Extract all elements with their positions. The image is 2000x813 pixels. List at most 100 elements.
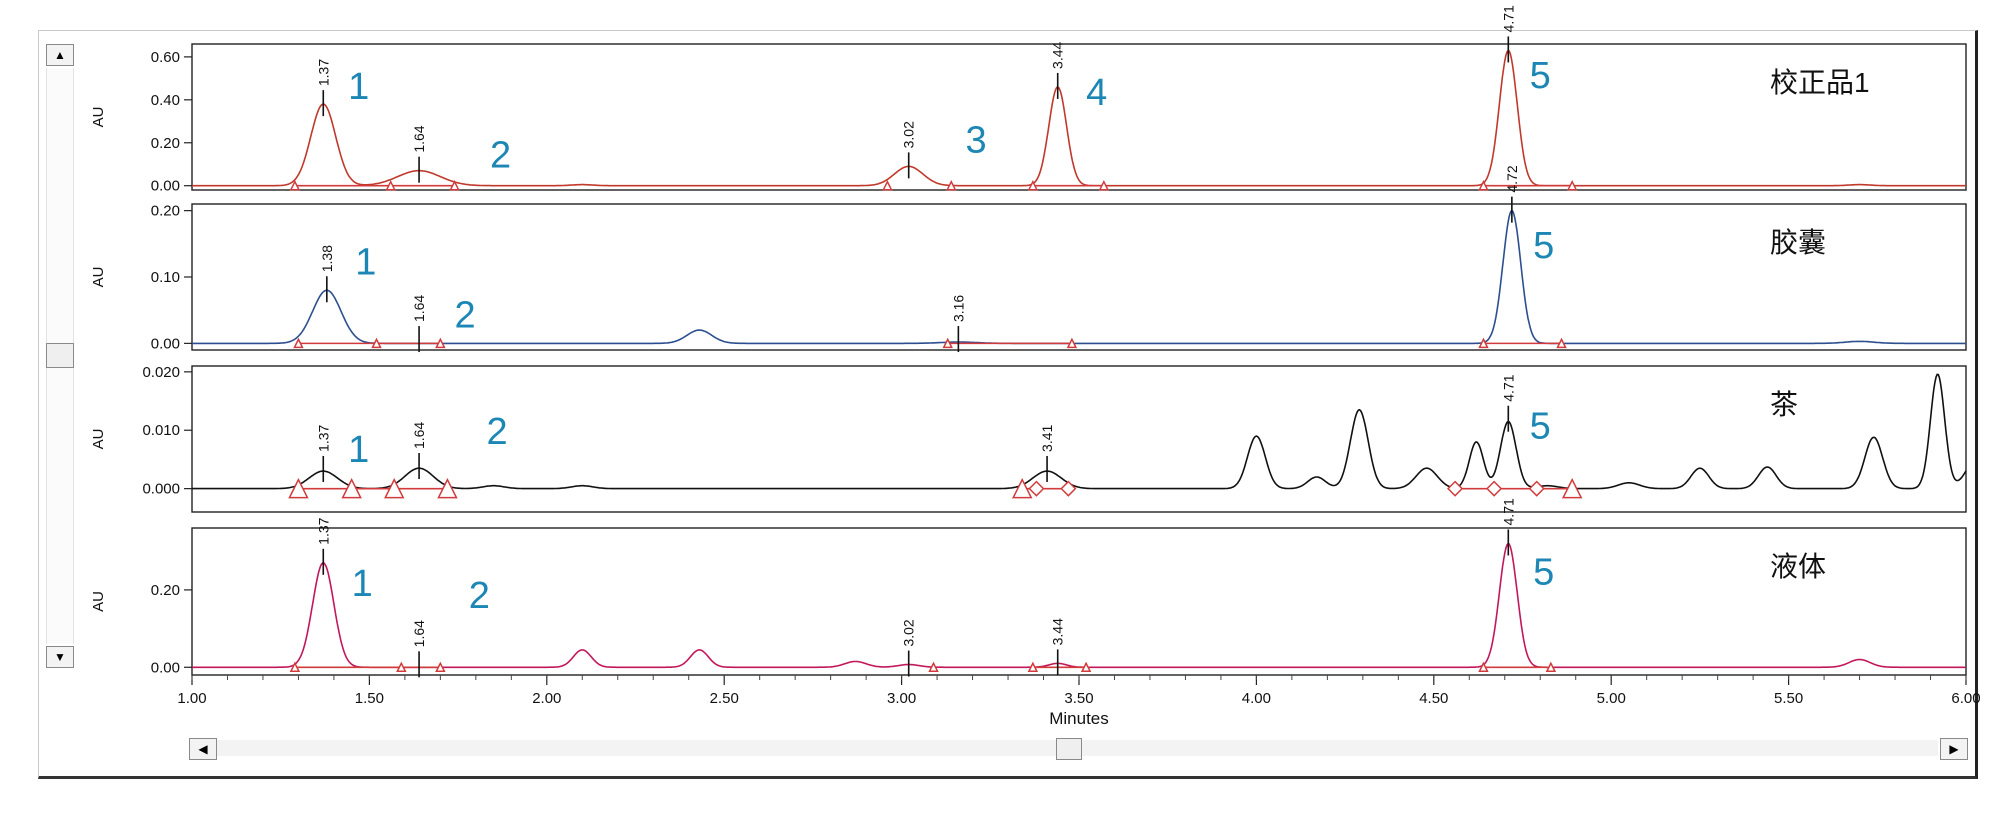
retention-time-label: 1.64 <box>411 125 427 152</box>
retention-time-label: 4.72 <box>1504 165 1520 192</box>
peak-marker-triangle <box>293 337 304 349</box>
retention-time-label: 3.02 <box>901 619 917 646</box>
series-line <box>192 373 1967 490</box>
retention-time-label: 1.64 <box>411 620 427 647</box>
x-tick-label: 6.00 <box>1951 690 1980 707</box>
peak-marker-triangle <box>928 661 939 673</box>
y-tick-label: 0.20 <box>151 135 180 152</box>
horizontal-scrollbar-thumb[interactable] <box>1056 738 1082 760</box>
peak-marker-triangle <box>1080 661 1092 673</box>
peak-marker-triangle <box>1478 337 1489 349</box>
retention-time-label: 4.71 <box>1500 498 1516 525</box>
y-tick-label: 0.20 <box>151 582 180 599</box>
peak-marker-triangle <box>396 661 407 673</box>
y-tick-label: 0.000 <box>142 481 180 498</box>
scroll-up-button[interactable]: ▲ <box>46 44 74 66</box>
peak-marker-triangle <box>942 337 953 349</box>
peak-marker-triangle <box>341 477 362 499</box>
peak-marker-diamond <box>1447 480 1464 497</box>
peak-marker-triangle <box>1027 661 1039 673</box>
retention-time-label: 1.38 <box>319 245 335 272</box>
peak-marker-triangle <box>435 661 446 673</box>
retention-time-label: 3.44 <box>1050 618 1066 645</box>
retention-time-label: 1.37 <box>315 424 331 451</box>
peak-number-label: 2 <box>455 295 476 337</box>
peak-number-label: 1 <box>348 429 369 471</box>
peak-marker-triangle <box>1027 180 1039 191</box>
sample-name-label: 液体 <box>1770 551 1826 582</box>
y-tick-label: 0.20 <box>151 203 180 220</box>
peak-marker-triangle <box>371 337 382 349</box>
panel-frame <box>191 365 1967 513</box>
y-axis-label: AU <box>90 591 107 612</box>
peak-marker-triangle <box>384 477 405 499</box>
x-tick-label: 4.00 <box>1242 690 1271 707</box>
y-tick-label: 0.00 <box>151 659 180 676</box>
peak-number-label: 3 <box>965 119 986 161</box>
peak-number-label: 5 <box>1530 55 1551 97</box>
peak-marker-triangle <box>1561 477 1583 499</box>
peak-marker-triangle <box>437 477 458 499</box>
x-tick-label: 3.00 <box>887 690 916 707</box>
peak-marker-triangle <box>435 337 446 349</box>
y-tick-label: 0.60 <box>151 49 180 66</box>
peak-marker-triangle <box>449 180 460 191</box>
peak-number-label: 1 <box>352 563 373 605</box>
peak-marker-triangle <box>946 180 957 191</box>
peak-number-label: 2 <box>486 411 507 453</box>
arrow-down-icon: ▼ <box>54 650 66 664</box>
peak-marker-triangle <box>1566 180 1578 191</box>
peak-number-label: 2 <box>490 135 511 177</box>
panel-frame <box>191 43 1967 191</box>
peak-marker-triangle <box>1012 477 1033 499</box>
peak-marker-triangle <box>288 477 309 499</box>
panel-frame <box>191 203 1967 351</box>
peak-marker-triangle <box>1556 337 1567 349</box>
sample-name-label: 校正品1 <box>1770 67 1870 98</box>
peak-number-label: 1 <box>348 66 369 108</box>
vertical-scrollbar-thumb[interactable] <box>46 343 74 368</box>
peak-marker-triangle <box>882 180 893 191</box>
y-tick-label: 0.00 <box>151 178 180 195</box>
retention-time-label: 1.37 <box>315 517 331 544</box>
peak-marker-diamond <box>1028 480 1045 497</box>
scroll-left-button[interactable]: ◀ <box>189 738 217 760</box>
scroll-down-button[interactable]: ▼ <box>46 646 74 668</box>
retention-time-label: 3.44 <box>1050 41 1066 68</box>
retention-time-label: 3.41 <box>1039 424 1055 451</box>
x-tick-label: 4.50 <box>1419 690 1448 707</box>
peak-marker-triangle <box>1478 180 1489 191</box>
x-tick-label: 2.00 <box>532 690 561 707</box>
x-tick-label: 2.50 <box>710 690 739 707</box>
y-axis-label: AU <box>90 107 107 128</box>
panel-2: 0.00 0.10 0.20 AU 1.38 1 1.64 2 3.16 4.72 5 胶囊 <box>90 165 1967 352</box>
arrow-right-icon: ▶ <box>1949 742 1959 756</box>
x-axis: 1.00 1.50 2.00 2.50 3.00 3.50 4.00 4.50 5.00 5.50… <box>177 675 1981 728</box>
peak-number-label: 2 <box>469 575 490 617</box>
y-tick-label: 0.020 <box>142 364 180 381</box>
panel-frame <box>191 527 1967 676</box>
x-tick-label: 3.50 <box>1064 690 1093 707</box>
retention-time-label: 1.64 <box>411 422 427 449</box>
arrow-up-icon: ▲ <box>54 48 66 62</box>
retention-time-label: 4.71 <box>1500 5 1516 32</box>
peak-marker-diamond <box>1060 480 1077 497</box>
peak-number-label: 5 <box>1533 225 1554 267</box>
series-line <box>192 49 1966 187</box>
scroll-right-button[interactable]: ▶ <box>1940 738 1968 760</box>
peak-number-label: 5 <box>1533 552 1554 594</box>
x-tick-label: 5.00 <box>1597 690 1626 707</box>
peak-marker-triangle <box>1098 180 1110 191</box>
y-tick-label: 0.010 <box>142 422 180 439</box>
peak-marker-diamond <box>1528 480 1545 497</box>
series-line <box>192 209 1966 345</box>
arrow-left-icon: ◀ <box>198 742 208 756</box>
retention-time-label: 3.16 <box>950 295 966 322</box>
x-tick-label: 1.50 <box>355 690 384 707</box>
peak-marker-diamond <box>1486 480 1503 497</box>
x-tick-label: 1.00 <box>177 690 206 707</box>
peak-number-label: 4 <box>1086 72 1107 114</box>
peak-marker-triangle <box>1066 337 1078 349</box>
peak-marker-triangle <box>385 180 396 191</box>
